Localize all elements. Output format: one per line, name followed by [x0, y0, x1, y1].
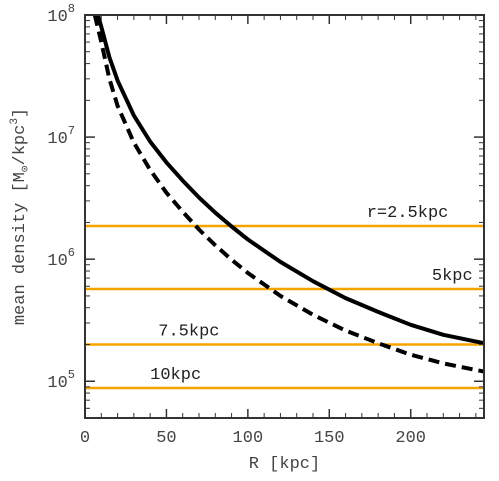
x-tick-label: 200 — [395, 429, 426, 448]
y-axis-label-main: mean density [M — [11, 172, 30, 325]
y-tick-label: 107 — [47, 124, 75, 149]
reference-labels: r=2.5kpc 5kpc 7.5kpc 10kpc — [150, 204, 473, 385]
reference-lines — [85, 224, 484, 390]
x-tick-label: 150 — [314, 429, 345, 448]
y-axis-label-power: 3 — [9, 118, 21, 125]
y-axis-label-sun: ⊙ — [20, 165, 32, 172]
reference-line-label: 7.5kpc — [158, 322, 219, 341]
x-axis-label: R [kpc] — [249, 455, 320, 474]
y-axis-label-unit: /kpc — [11, 125, 30, 166]
series-group — [92, 14, 485, 374]
reference-line-label: r=2.5kpc — [367, 204, 449, 223]
y-axis-label-end: ] — [11, 108, 30, 118]
reference-line-label: 10kpc — [150, 366, 201, 385]
ticks-group: 0 50 100 150 200 105 106 107 108 — [47, 2, 484, 448]
y-axis-label: mean density [M⊙/kpc3] — [9, 108, 32, 325]
y-tick-label: 105 — [47, 368, 75, 393]
reference-line-label: 5kpc — [432, 267, 473, 286]
y-tick-label: 106 — [47, 246, 75, 271]
dashed-series-line — [92, 14, 485, 374]
x-tick-label: 50 — [156, 429, 176, 448]
x-tick-label: 0 — [80, 429, 90, 448]
y-tick-label: 108 — [47, 2, 75, 27]
plot-frame — [84, 14, 485, 419]
x-tick-label: 100 — [233, 429, 264, 448]
solid-series-line — [96, 14, 485, 346]
